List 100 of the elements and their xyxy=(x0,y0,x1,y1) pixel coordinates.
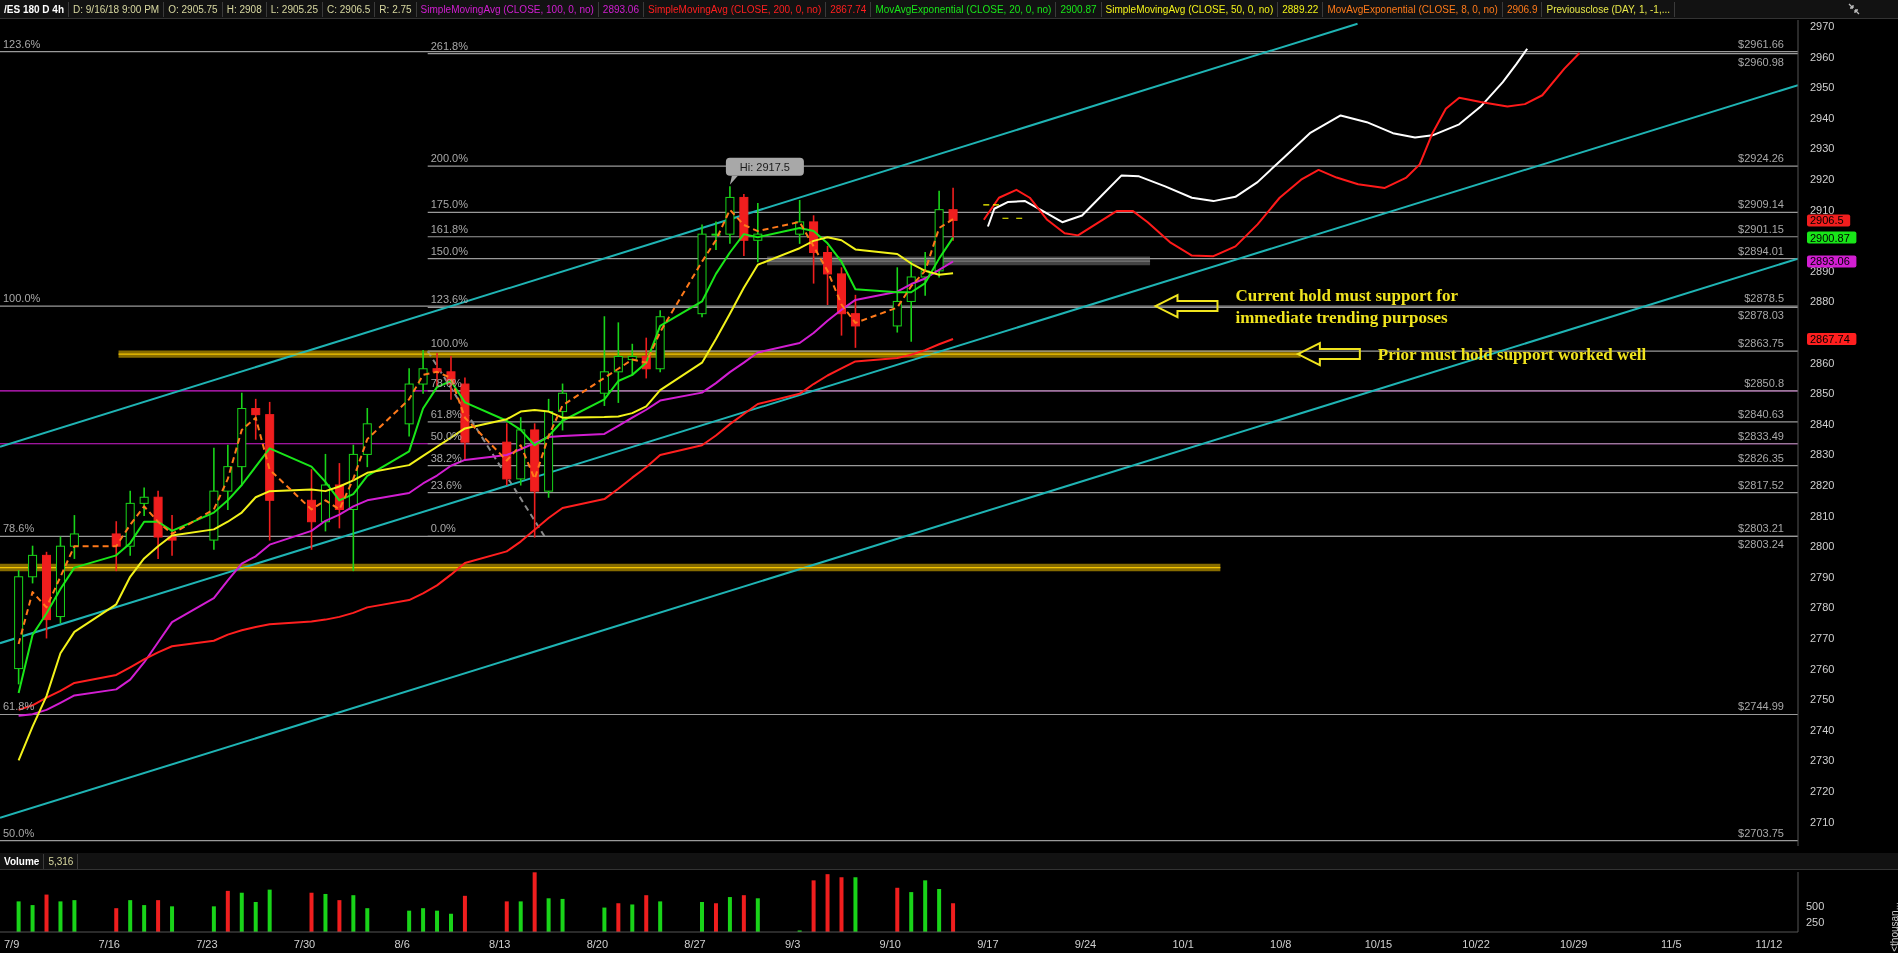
y-tick-label: 2790 xyxy=(1810,570,1835,583)
data-label: $2817.52 xyxy=(1738,478,1784,491)
annotation: 175.0% xyxy=(430,198,469,211)
y-tick-label: 2950 xyxy=(1810,81,1835,94)
y-tick-label: 2910 xyxy=(1810,203,1835,216)
y-tick-label: 2820 xyxy=(1810,479,1835,492)
x-tick-label: 7/23 xyxy=(196,937,218,950)
chart-title: /ES 180 D 4h xyxy=(0,1,70,17)
data-label: $2909.14 xyxy=(1738,198,1784,211)
annotation: Hi: 2917.5 xyxy=(739,160,790,173)
y-axis-title: <thousan... xyxy=(1888,902,1898,952)
text: MovAvgExponential (CLOSE, 8, 0, no) xyxy=(1323,1,1503,17)
annotation: 50.0% xyxy=(3,826,35,839)
ref-line-label: $2744.99 xyxy=(1738,700,1784,713)
y-tick-label: 2900.87 xyxy=(1810,231,1850,244)
y-tick-label: 2930 xyxy=(1810,142,1835,155)
x-tick-label: 8/13 xyxy=(489,937,511,950)
x-tick-label: 7/16 xyxy=(98,937,120,950)
ref-line-label: $2803.21 xyxy=(1738,522,1784,535)
data-label: $2863.75 xyxy=(1738,337,1784,350)
y-tick-label: 2780 xyxy=(1810,601,1835,614)
y-tick-label: 2760 xyxy=(1810,662,1835,675)
data-label: $2894.01 xyxy=(1738,244,1784,257)
x-tick-label: 7/9 xyxy=(3,937,20,950)
y-tick-label: 2830 xyxy=(1810,448,1835,461)
x-tick-label: 10/22 xyxy=(1462,937,1490,950)
annotation: 261.8% xyxy=(430,39,469,52)
y-tick-label: 2867.74 xyxy=(1810,332,1850,345)
data-label: $2924.26 xyxy=(1738,152,1784,165)
text: O: 2905.75 xyxy=(164,1,223,17)
data-label: $2901.15 xyxy=(1738,222,1784,235)
data-label: $2803.24 xyxy=(1738,538,1784,551)
y-tick-label: 2940 xyxy=(1810,111,1835,124)
x-tick-label: 10/15 xyxy=(1364,937,1393,950)
text: C: 2906.5 xyxy=(322,1,376,17)
y-tick-label: 2850 xyxy=(1810,387,1835,400)
x-tick-label: 8/27 xyxy=(684,937,706,950)
y-tick-label: 2970 xyxy=(1810,20,1835,33)
y-tick-label: 2920 xyxy=(1810,173,1835,186)
data-label: $2840.63 xyxy=(1738,407,1784,420)
y-tick-label: 500 xyxy=(1806,900,1825,913)
annotation: 23.6% xyxy=(430,478,463,491)
x-tick-label: 10/8 xyxy=(1270,937,1292,950)
x-tick-label: 9/17 xyxy=(977,937,999,950)
text: 2906.9 xyxy=(1502,1,1543,17)
text: 2889.22 xyxy=(1278,1,1324,17)
x-tick-label: 8/6 xyxy=(394,937,410,950)
text: SimpleMovingAvg (CLOSE, 50, 0, no) xyxy=(1101,1,1279,17)
x-tick-label: 10/29 xyxy=(1559,937,1588,950)
text: SimpleMovingAvg (CLOSE, 200, 0, no) xyxy=(644,1,827,17)
y-tick-label: 2840 xyxy=(1810,417,1835,430)
ref-line-label: $2703.75 xyxy=(1738,826,1784,839)
text: L: 2905.25 xyxy=(266,1,323,17)
y-tick-label: 2810 xyxy=(1810,509,1835,522)
x-tick-label: 11/5 xyxy=(1661,937,1682,950)
annotation: Current hold must support for immediate trending purposes xyxy=(1235,286,1459,328)
annotation: 0.0% xyxy=(430,522,456,535)
annotation: 161.8% xyxy=(430,222,469,235)
data-label: $2960.98 xyxy=(1738,55,1784,68)
y-tick-label: 250 xyxy=(1806,915,1825,928)
text: SimpleMovingAvg (CLOSE, 100, 0, no) xyxy=(416,1,599,17)
annotation: 123.6% xyxy=(3,37,41,50)
y-tick-label: 2720 xyxy=(1810,784,1835,797)
text: R: 2.75 xyxy=(375,1,417,17)
y-tick-label: 2730 xyxy=(1810,754,1835,767)
annotation: 150.0% xyxy=(430,244,469,257)
text: 2900.87 xyxy=(1056,1,1102,17)
y-tick-label: 2860 xyxy=(1810,356,1835,369)
annotation: 78.6% xyxy=(3,522,35,535)
text: D: 9/16/18 9:00 PM xyxy=(69,1,165,17)
x-tick-label: 9/10 xyxy=(879,937,901,950)
data-label: $2878.03 xyxy=(1738,309,1784,322)
data-label: $2833.49 xyxy=(1738,429,1784,442)
annotation: 123.6% xyxy=(430,293,469,306)
text: H: 2908 xyxy=(222,1,267,17)
chart-title: Volume xyxy=(0,853,45,869)
text: MovAvgExponential (CLOSE, 20, 0, no) xyxy=(871,1,1057,17)
x-tick-label: 10/1 xyxy=(1172,937,1194,950)
text: 2867.74 xyxy=(826,1,872,17)
text: 5,316 xyxy=(44,853,79,869)
y-tick-label: 2750 xyxy=(1810,693,1835,706)
y-tick-label: 2960 xyxy=(1810,50,1835,63)
y-tick-label: 2800 xyxy=(1810,540,1835,553)
annotation: 38.2% xyxy=(430,451,463,464)
text: 2893.06 xyxy=(598,1,644,17)
annotation: 200.0% xyxy=(430,152,469,165)
x-tick-label: 7/30 xyxy=(293,937,316,950)
ref-line-label: $2961.66 xyxy=(1738,37,1784,50)
x-tick-label: 9/3 xyxy=(785,937,801,950)
x-tick-label: 9/24 xyxy=(1074,937,1097,950)
x-tick-label: 8/20 xyxy=(586,937,609,950)
ref-line-label: $2878.5 xyxy=(1744,292,1784,305)
y-tick-label: 2880 xyxy=(1810,295,1835,308)
y-tick-label: 2906.5 xyxy=(1810,214,1844,227)
y-tick-label: 2770 xyxy=(1810,631,1835,644)
data-label: $2850.8 xyxy=(1744,376,1784,389)
data-label: $2826.35 xyxy=(1738,451,1784,464)
chart-subtitle: Previousclose (DAY, 1, -1,... xyxy=(1542,1,1676,17)
y-tick-label: 2740 xyxy=(1810,723,1835,736)
y-tick-label: 2710 xyxy=(1810,815,1835,828)
